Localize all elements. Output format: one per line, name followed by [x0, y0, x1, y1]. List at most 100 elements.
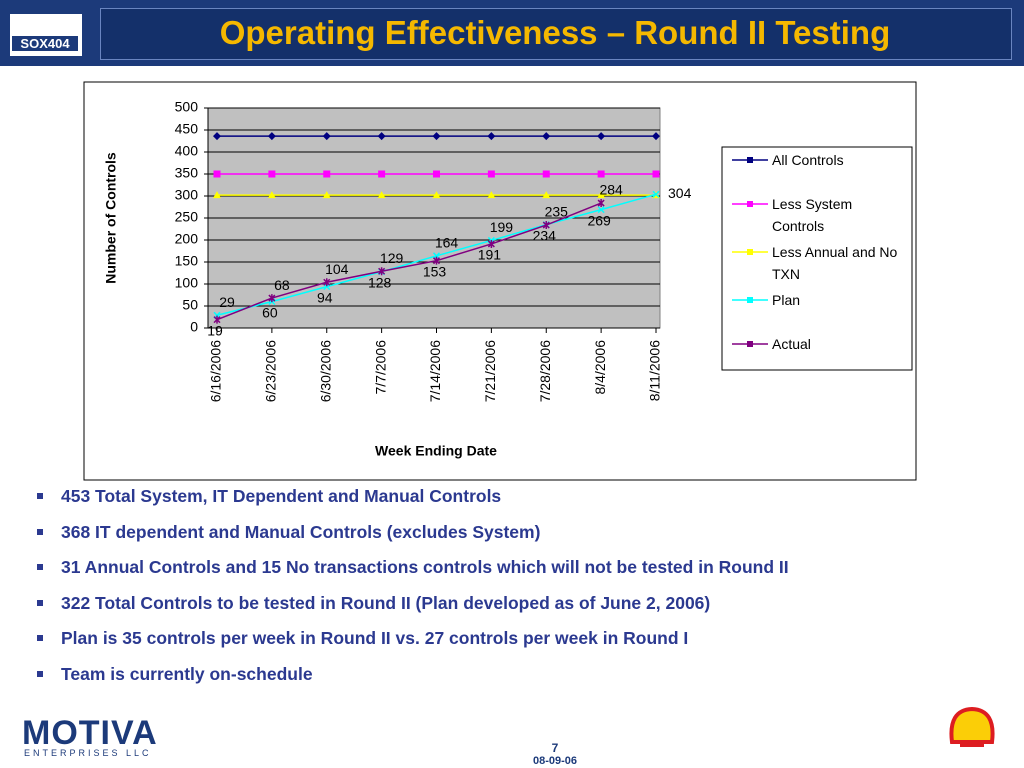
data-label: 235: [545, 203, 569, 219]
marker-shape: [213, 170, 221, 178]
data-label: 164: [435, 235, 459, 251]
marker: [323, 170, 331, 178]
y-tick-label: 400: [175, 143, 199, 159]
marker: [652, 190, 660, 198]
marker-shape: [323, 278, 331, 287]
marker: [213, 191, 221, 199]
marker: [652, 132, 660, 141]
legend-entry: Less System Controls: [722, 193, 907, 237]
marker-shape: [268, 170, 276, 178]
marker: [378, 170, 386, 178]
legend-marker: [747, 297, 753, 303]
marker-shape: [378, 170, 386, 178]
footer-logo: MOTIVA: [22, 714, 158, 752]
x-tick-label: 6/23/2006: [263, 340, 279, 402]
x-tick-label: 7/14/2006: [427, 340, 443, 402]
legend-entry: Actual: [722, 333, 907, 373]
marker-shape: [213, 132, 221, 141]
legend-marker: [747, 157, 753, 163]
marker: [378, 267, 386, 276]
data-label: 104: [325, 261, 349, 277]
marker: [542, 170, 550, 178]
x-tick-label: 8/4/2006: [592, 340, 608, 395]
marker-shape: [487, 191, 496, 199]
marker: [322, 132, 331, 141]
series-line: [216, 202, 602, 321]
marker: [322, 191, 331, 199]
marker: [213, 315, 221, 324]
marker-shape: [487, 170, 495, 178]
logo-text: SOX404: [12, 36, 78, 51]
y-tick-label: 150: [175, 253, 199, 269]
legend-swatch: [732, 249, 768, 255]
footer-logo-sub: ENTERPRISES LLC: [24, 748, 152, 758]
marker-shape: [597, 191, 606, 199]
marker-shape: [377, 132, 386, 141]
legend-label: All Controls: [772, 152, 844, 168]
marker-shape: [267, 132, 276, 141]
data-label: 68: [274, 277, 290, 293]
marker-shape: [213, 315, 221, 324]
legend-entry: Plan: [722, 289, 907, 329]
legend-label: Plan: [772, 292, 801, 308]
marker-shape: [652, 132, 660, 141]
marker: [597, 170, 605, 178]
legend-entry: All Controls: [722, 149, 907, 189]
marker-shape: [322, 132, 331, 141]
marker: [432, 132, 441, 141]
marker: [487, 239, 495, 248]
bullet: 31 Annual Controls and 15 No transaction…: [34, 557, 1014, 593]
shell-logo: [949, 706, 995, 747]
x-tick-label: 6/30/2006: [317, 340, 333, 402]
marker-shape: [542, 170, 550, 178]
y-tick-label: 0: [190, 319, 198, 335]
marker-shape: [542, 221, 550, 230]
marker-shape: [487, 132, 496, 141]
legend-swatch: [732, 201, 768, 207]
legend-swatch: [732, 157, 768, 163]
bullet: Team is currently on-schedule: [34, 664, 1014, 700]
data-label: 129: [380, 250, 404, 266]
x-tick-label: 7/7/2006: [372, 340, 388, 395]
legend-frame: [721, 146, 913, 371]
data-label: 269: [587, 212, 611, 228]
legend-label: Less System Controls: [772, 196, 853, 234]
marker-shape: [542, 132, 551, 141]
y-axis-title: Number of Controls: [103, 152, 119, 284]
x-tick-label: 6/16/2006: [208, 340, 224, 402]
x-axis-title: Week Ending Date: [375, 443, 497, 459]
marker-shape: [432, 256, 441, 265]
marker-shape: [432, 132, 441, 141]
data-label: 128: [368, 274, 392, 290]
marker: [597, 191, 606, 199]
y-tick-label: 300: [175, 187, 199, 203]
header-inner: [100, 8, 1012, 60]
marker-shape: [597, 206, 605, 214]
legend-label: Actual: [772, 336, 811, 352]
bullet: 453 Total System, IT Dependent and Manua…: [34, 486, 1014, 522]
marker-shape: [487, 239, 495, 248]
marker-shape: [433, 170, 440, 178]
marker: [433, 170, 440, 178]
marker-shape: [597, 132, 606, 141]
legend-swatch: [732, 341, 768, 347]
marker-shape: [213, 191, 221, 199]
marker: [377, 191, 386, 199]
marker: [597, 206, 605, 214]
marker: [487, 191, 496, 199]
bullet-list: 453 Total System, IT Dependent and Manua…: [34, 486, 1014, 699]
marker: [213, 132, 221, 141]
bullet: 368 IT dependent and Manual Controls (ex…: [34, 522, 1014, 558]
data-label: 29: [219, 294, 235, 310]
marker: [268, 294, 276, 303]
marker-shape: [652, 170, 660, 178]
x-tick-label: 7/21/2006: [482, 340, 498, 402]
legend-entry: Less Annual and No TXN: [722, 241, 907, 285]
legend-swatch: [732, 297, 768, 303]
marker: [542, 191, 551, 199]
footer-date: 08-09-06: [532, 755, 578, 767]
marker: [597, 132, 606, 141]
marker: [267, 191, 276, 199]
marker: [487, 170, 495, 178]
marker: [597, 199, 605, 208]
